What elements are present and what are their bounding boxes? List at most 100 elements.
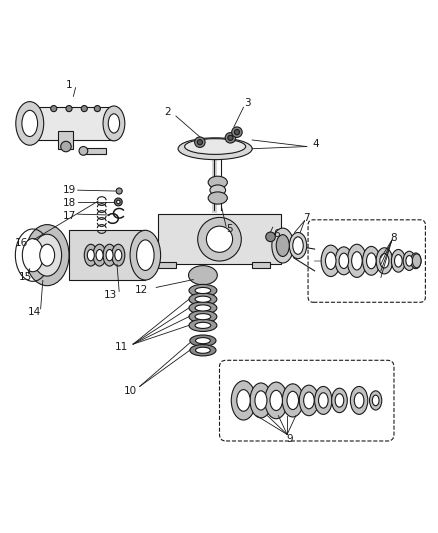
Text: 17: 17 <box>62 211 75 221</box>
Ellipse shape <box>194 287 210 294</box>
Circle shape <box>114 198 122 206</box>
Ellipse shape <box>106 249 113 261</box>
Ellipse shape <box>115 249 121 261</box>
Circle shape <box>50 106 57 111</box>
Circle shape <box>231 127 242 138</box>
Text: 14: 14 <box>28 308 41 317</box>
Text: 9: 9 <box>285 434 292 444</box>
Ellipse shape <box>276 235 289 256</box>
Bar <box>158 214 280 264</box>
Ellipse shape <box>321 245 339 277</box>
Text: 11: 11 <box>114 342 128 352</box>
Ellipse shape <box>362 246 379 275</box>
Ellipse shape <box>194 296 210 302</box>
Ellipse shape <box>194 313 210 320</box>
Ellipse shape <box>25 224 69 286</box>
Ellipse shape <box>130 230 160 280</box>
Ellipse shape <box>209 185 225 196</box>
Ellipse shape <box>282 384 303 417</box>
Ellipse shape <box>269 390 282 410</box>
Ellipse shape <box>188 302 216 314</box>
Ellipse shape <box>371 395 378 406</box>
Text: 16: 16 <box>14 238 28 247</box>
Ellipse shape <box>314 386 331 414</box>
Ellipse shape <box>87 249 94 261</box>
Ellipse shape <box>369 391 381 410</box>
Ellipse shape <box>195 347 210 353</box>
Circle shape <box>60 141 71 152</box>
Bar <box>158 262 176 268</box>
Text: 13: 13 <box>103 290 117 300</box>
Circle shape <box>225 133 235 143</box>
Circle shape <box>234 130 239 135</box>
Ellipse shape <box>366 253 375 269</box>
Ellipse shape <box>351 252 361 270</box>
Ellipse shape <box>353 393 363 408</box>
Ellipse shape <box>334 394 343 407</box>
Text: 19: 19 <box>62 185 75 195</box>
Ellipse shape <box>189 344 215 356</box>
Ellipse shape <box>178 138 252 159</box>
Ellipse shape <box>194 305 210 311</box>
Ellipse shape <box>394 255 401 267</box>
Text: 12: 12 <box>135 286 148 295</box>
Ellipse shape <box>184 139 245 155</box>
Ellipse shape <box>188 265 217 285</box>
Ellipse shape <box>350 386 367 414</box>
Ellipse shape <box>250 383 271 418</box>
Ellipse shape <box>236 390 250 411</box>
Ellipse shape <box>231 381 255 420</box>
Ellipse shape <box>391 249 404 272</box>
Ellipse shape <box>318 393 327 408</box>
Circle shape <box>66 106 72 111</box>
Ellipse shape <box>303 392 314 409</box>
Ellipse shape <box>411 254 420 268</box>
Ellipse shape <box>103 244 116 266</box>
Ellipse shape <box>405 255 412 266</box>
Circle shape <box>116 188 122 194</box>
Ellipse shape <box>33 234 61 276</box>
Circle shape <box>265 232 275 241</box>
Circle shape <box>94 106 100 111</box>
Ellipse shape <box>22 110 38 136</box>
Ellipse shape <box>93 244 106 266</box>
Circle shape <box>197 140 202 145</box>
Ellipse shape <box>206 226 232 252</box>
Ellipse shape <box>289 232 306 259</box>
Ellipse shape <box>254 391 266 410</box>
Circle shape <box>194 137 205 148</box>
Ellipse shape <box>136 240 154 270</box>
Ellipse shape <box>108 114 119 133</box>
Ellipse shape <box>299 385 318 416</box>
Ellipse shape <box>271 228 293 263</box>
Bar <box>58 131 73 149</box>
Bar <box>28 107 115 140</box>
Ellipse shape <box>197 217 241 261</box>
Text: 2: 2 <box>163 107 170 117</box>
Ellipse shape <box>188 319 216 332</box>
Ellipse shape <box>208 192 227 204</box>
Text: 6: 6 <box>272 229 279 239</box>
Ellipse shape <box>84 244 97 266</box>
Ellipse shape <box>286 391 298 409</box>
Ellipse shape <box>410 253 420 269</box>
Ellipse shape <box>189 335 215 346</box>
Ellipse shape <box>338 253 348 269</box>
Ellipse shape <box>346 244 366 277</box>
Circle shape <box>79 147 88 155</box>
Text: 7: 7 <box>303 213 309 223</box>
Ellipse shape <box>325 252 335 270</box>
Circle shape <box>116 200 120 204</box>
Circle shape <box>227 135 233 140</box>
Text: 8: 8 <box>390 233 396 243</box>
Bar <box>82 148 106 154</box>
Text: 10: 10 <box>123 386 136 396</box>
Ellipse shape <box>375 248 392 274</box>
Ellipse shape <box>103 106 124 141</box>
Ellipse shape <box>292 237 303 254</box>
Text: 5: 5 <box>225 224 232 235</box>
Ellipse shape <box>96 249 103 261</box>
Ellipse shape <box>188 285 216 296</box>
Ellipse shape <box>331 388 346 413</box>
Ellipse shape <box>194 322 210 328</box>
